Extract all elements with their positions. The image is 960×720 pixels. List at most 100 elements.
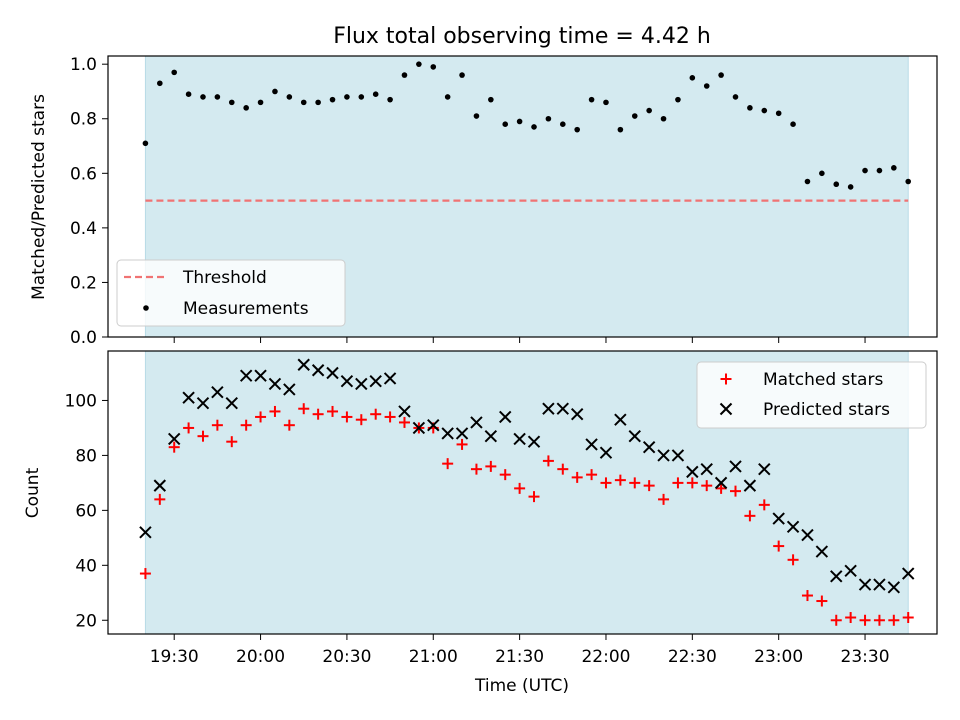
x-stroke [542, 402, 555, 415]
predicted-star-point [211, 386, 224, 399]
count-x-axis: 19:30 20:00 20:30 21:00 21:30 22:00 22:30 23:00… [150, 634, 890, 667]
predicted-star-point [340, 375, 354, 388]
predicted-star-point [470, 416, 483, 429]
predicted-star-point [858, 578, 872, 591]
x-stroke [441, 427, 454, 440]
measurement-point [804, 178, 811, 185]
x-stroke [513, 432, 526, 446]
predicted-star-point [196, 396, 210, 410]
matched-star-point [341, 411, 353, 423]
measurement-point [747, 105, 753, 111]
predicted-star-point [758, 462, 771, 476]
count-legend: Matched stars Predicted stars [696, 361, 927, 429]
legend-measurements-label: Measurements [183, 299, 309, 319]
measurement-point [574, 126, 580, 133]
ratio-plot-frame [107, 55, 938, 338]
predicted-star-point [815, 545, 829, 558]
measurement-point [732, 94, 739, 100]
matched-star-point [514, 482, 526, 494]
x-stroke [719, 402, 733, 416]
predicted-star-point [283, 383, 296, 396]
x-stroke [470, 416, 483, 429]
measurement-point [761, 107, 768, 114]
predicted-star-point [499, 410, 512, 424]
predicted-star-point [657, 449, 670, 462]
measurement-point [372, 91, 379, 97]
predicted-star-point [902, 567, 915, 580]
measurement-point [228, 99, 235, 106]
predicted-star-point [311, 364, 325, 377]
measurement-point [516, 118, 523, 125]
ratio-legend-box [116, 259, 346, 327]
x-stroke [743, 479, 757, 492]
x-stroke [311, 364, 325, 377]
measurement-point [157, 80, 163, 87]
predicted-star-point [686, 465, 699, 479]
ratio-panel: 0.0 0.2 0.4 0.6 0.8 1.0 Matched/Predicted sta… [29, 55, 938, 348]
matched-star-point [859, 614, 871, 626]
predicted-star-point [700, 462, 713, 476]
predicted-star-point [398, 405, 411, 418]
matched-star-point [398, 416, 410, 428]
x-stroke [412, 421, 426, 435]
x-stroke [585, 438, 598, 451]
measurement-point [675, 96, 681, 103]
matched-star-point [370, 408, 382, 420]
predicted-star-point [153, 479, 167, 492]
measurement-point [502, 121, 509, 128]
predicted-star-point [743, 479, 757, 492]
x-stroke [254, 369, 267, 382]
x-stroke [340, 375, 354, 388]
x-stroke [714, 476, 728, 490]
measurement-point [847, 184, 854, 190]
measurement-point [488, 96, 494, 103]
x-stroke [902, 567, 915, 580]
x-stroke [772, 512, 785, 525]
measurement-point [185, 91, 192, 97]
x-tick-label: 22:00 [581, 647, 630, 667]
x-stroke [887, 581, 901, 594]
matched-star-point [816, 595, 828, 607]
predicted-star-point [427, 418, 440, 432]
predicted-star-point [628, 429, 641, 443]
x-stroke [570, 407, 584, 421]
x-stroke [398, 405, 411, 418]
matched-star-point [801, 590, 813, 602]
measurement-point [833, 181, 840, 188]
matched-star-point [542, 455, 554, 467]
x-axis-label: Time (UTC) [474, 676, 569, 696]
measurement-point [344, 94, 350, 100]
count-y-axis: 20 40 60 80 100 [65, 391, 108, 631]
x-stroke [873, 578, 886, 591]
predicted-star-point [801, 528, 814, 542]
predicted-star-point [642, 440, 656, 454]
matched-star-point [571, 471, 583, 483]
measurement-point [646, 107, 652, 114]
x-stroke [211, 386, 224, 399]
matched-star-point [226, 436, 238, 448]
predicted-star-point [786, 520, 800, 534]
measurement-point [689, 75, 696, 81]
x-stroke [599, 446, 613, 459]
measurement-point [171, 69, 178, 76]
x-stroke [671, 449, 685, 462]
predicted-star-point [830, 570, 843, 583]
predicted-star-point [326, 366, 339, 380]
predicted-star-point [484, 429, 498, 443]
measurement-point [142, 140, 149, 147]
x-stroke [686, 465, 699, 479]
x-stroke [556, 402, 570, 415]
matched-star-point [758, 499, 770, 511]
measurement-point [430, 64, 437, 70]
predicted-star-point [355, 377, 368, 391]
predicted-star-point [369, 375, 382, 388]
matched-star-point [888, 614, 900, 626]
count-plot-frame [107, 350, 938, 635]
ratio-y-tick-label: 1.0 [70, 55, 97, 75]
predicted-star-point [772, 512, 785, 525]
matched-star-point [283, 419, 295, 431]
matched-star-point [168, 441, 180, 453]
measurement-point [200, 94, 206, 100]
predicted-star-point [873, 578, 886, 591]
matched-star-point [456, 438, 468, 450]
